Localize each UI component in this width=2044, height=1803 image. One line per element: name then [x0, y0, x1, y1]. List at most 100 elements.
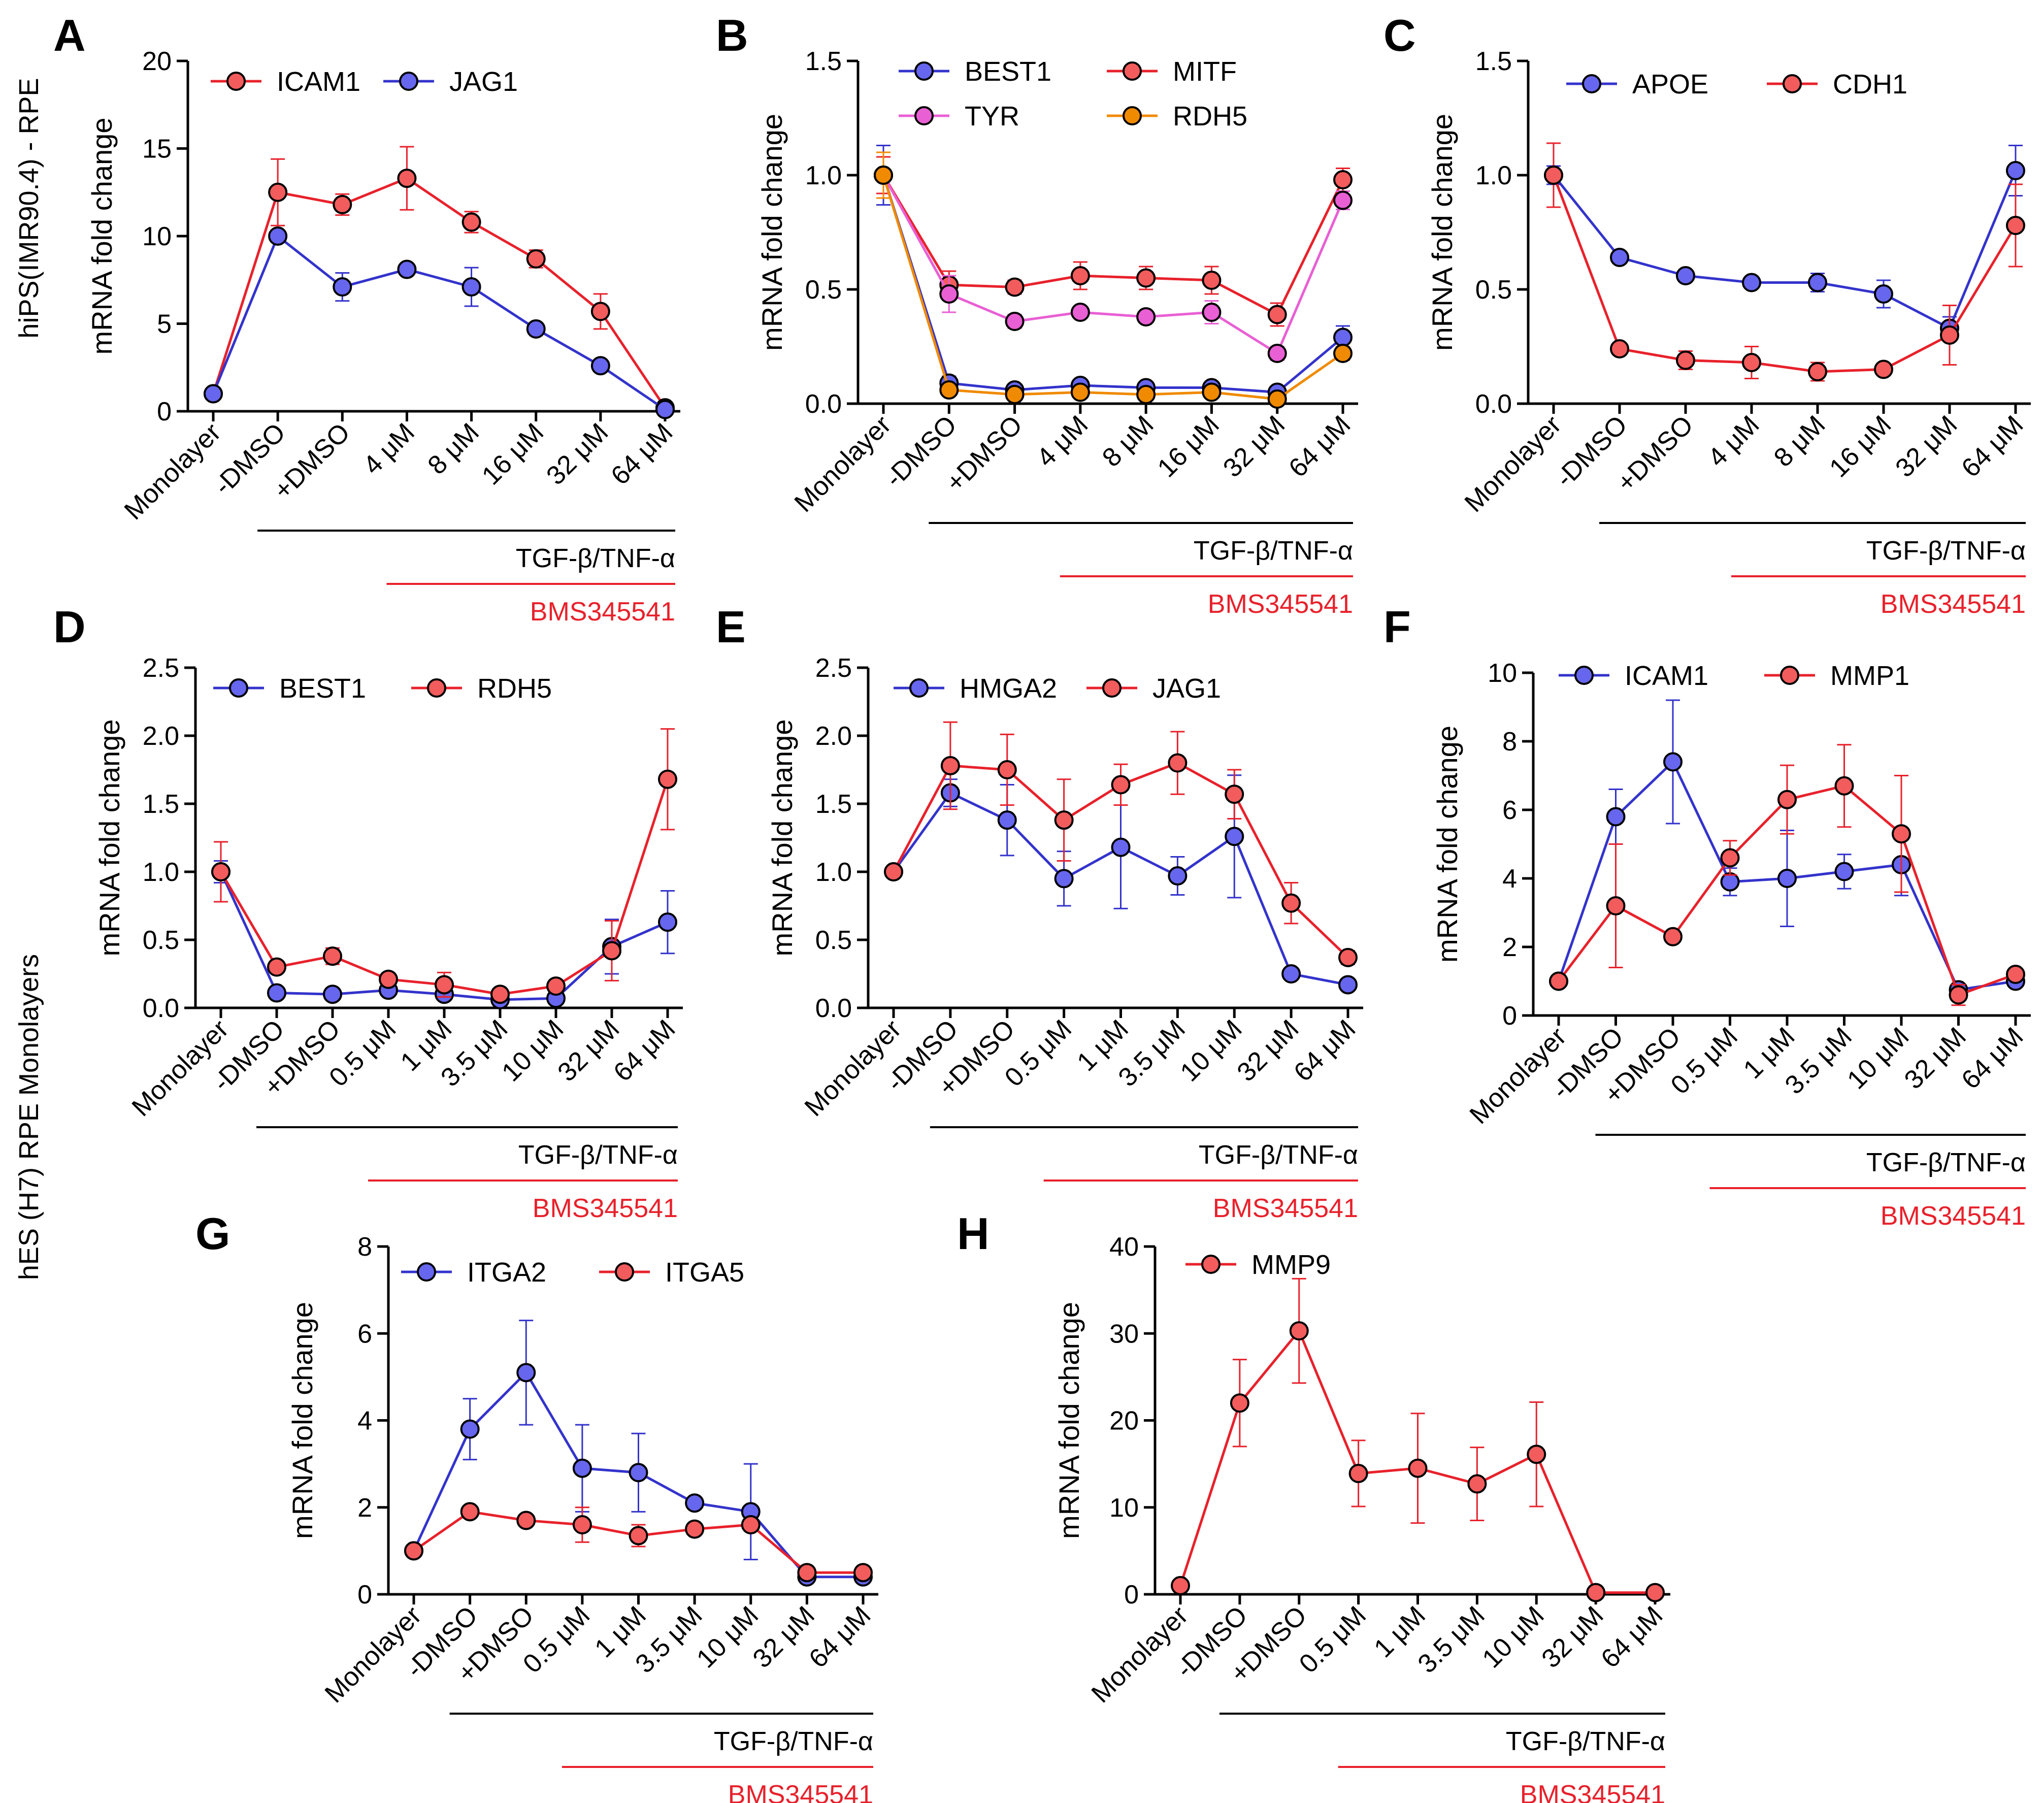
panel-e-series-hmga2-point: [1338, 975, 1358, 995]
panel-b-series-tyr-point: [1136, 307, 1156, 326]
panel-b-series-rdh5-point: [1333, 344, 1353, 363]
panel-d-series-best1-point: [658, 912, 677, 932]
panel-g-y-tick-label: 4: [357, 1406, 372, 1436]
panel-c-series-cdh1-point: [1610, 339, 1629, 358]
panel-g-y-tick-label: 8: [357, 1232, 372, 1262]
legend-marker: [417, 1262, 436, 1282]
panel-a-series-jag1-point: [655, 400, 675, 419]
panel-f-series-mmp1-point: [1949, 985, 1968, 1005]
legend-marker: [1582, 74, 1601, 93]
panel-a-legend-jag1: JAG1: [383, 67, 518, 97]
legend-marker: [399, 72, 418, 91]
panel-h-series-mmp9-point: [1348, 1463, 1368, 1483]
panel-b-x-tick-label: Monolayer: [789, 410, 897, 518]
panel-b-series-tyr-line: [882, 174, 1344, 355]
legend-label: ITGA5: [665, 1257, 744, 1288]
panel-a-series-jag1-point: [590, 356, 610, 376]
panel-h-y-tick-label: 0: [1124, 1580, 1139, 1610]
panel-e-treatment-label: TGF-β/TNF-α: [1199, 1140, 1358, 1170]
panel-b-x-tick-label: 64 μM: [1283, 410, 1357, 483]
panel-d-series-rdh5-point: [211, 862, 230, 881]
panel-a-series-icam1-line: [212, 177, 667, 409]
legend-marker: [914, 106, 934, 125]
panel-b-legend-mitf: MITF: [1107, 56, 1237, 87]
panel-b-series-rdh5-point: [1005, 385, 1025, 404]
panel-a-series-jag1-point: [268, 226, 288, 246]
panel-a-x-tick-label: 16 μM: [476, 417, 549, 490]
panel-c-drug-label: BMS345541: [1881, 589, 2026, 619]
panel-h-letter: H: [957, 1208, 990, 1259]
panel-c-y-tick-label: 1.5: [1475, 47, 1512, 76]
panel-c-series-apoe-point: [2006, 161, 2025, 180]
panel-d-y-tick-label: 2.0: [143, 722, 179, 751]
panel-g-series-itga5-point: [404, 1541, 423, 1561]
panel-e-series-hmga2-point: [1225, 827, 1244, 846]
panel-g-series-itga2-point: [685, 1493, 705, 1513]
panel-e-series-jag1-point: [1338, 947, 1358, 967]
legend-label: ITGA2: [467, 1257, 546, 1288]
legend-marker: [1201, 1255, 1221, 1274]
panel-c-legend-apoe: APOE: [1566, 69, 1708, 100]
panel-b-series-rdh5: [874, 151, 1353, 409]
panel-f-series-icam1-point: [1663, 752, 1683, 772]
panel-b-drug-label: BMS345541: [1208, 589, 1353, 619]
panel-f-series-icam1-point: [1777, 869, 1797, 888]
panel-b-series-tyr-point: [1070, 303, 1090, 322]
panel-e-series-jag1-point: [1054, 810, 1074, 830]
panel-a-series-icam1-point: [590, 302, 610, 321]
panel-h-series-mmp9: [1171, 1277, 1665, 1602]
panel-e-y-tick-label: 1.5: [815, 790, 852, 819]
panel-d-x-tick-label: 32 μM: [552, 1014, 625, 1087]
panel-g-series-itga2-point: [572, 1458, 592, 1478]
panel-b-series-rdh5-point: [1136, 385, 1156, 404]
panel-f-x-tick-label: 32 μM: [1899, 1022, 1972, 1095]
panel-b-series-mitf-line: [882, 174, 1344, 316]
panel-a-series-jag1-point: [333, 277, 352, 297]
panel-a-series-icam1-point: [268, 182, 288, 202]
panel-b-series-rdh5-point: [939, 380, 959, 400]
panel-e-y-axis-label: mRNA fold change: [766, 719, 798, 957]
panel-a-letter: A: [53, 10, 86, 60]
panel-e-y-tick-label: 2.5: [815, 653, 852, 683]
panel-f-y-tick-label: 4: [1502, 864, 1517, 894]
panel-d-series-rdh5-point: [490, 985, 510, 1004]
panel-d-series-rdh5: [211, 728, 677, 1004]
panel-g-series-itga5-point: [516, 1511, 536, 1530]
panel-f-y-tick-label: 2: [1502, 933, 1517, 962]
panel-b-series-tyr: [874, 151, 1353, 363]
panel-d-y-tick-label: 0.0: [143, 994, 179, 1023]
panel-b-series-mitf-point: [1333, 170, 1353, 189]
panel-f-series-icam1-point: [1606, 807, 1626, 827]
panel-a-x-tick-label: 4 μM: [357, 417, 420, 480]
panel-h-y-tick-label: 30: [1109, 1319, 1139, 1349]
panel-b-series-rdh5-line: [882, 175, 1344, 401]
legend-label: MITF: [1173, 56, 1237, 87]
panel-b-series-tyr-point: [1005, 312, 1025, 331]
panel-e-series-jag1-point: [997, 760, 1017, 779]
panel-e-x-tick-label: 32 μM: [1232, 1014, 1305, 1087]
panel-h-series-mmp9-point: [1645, 1583, 1665, 1602]
panel-f-series-mmp1-point: [2006, 965, 2025, 984]
panel-a-series-jag1-point: [204, 384, 223, 404]
panel-b-series-mitf-point: [1005, 277, 1025, 297]
panel-c-series-cdh1-point: [1874, 359, 1893, 379]
panel-a-x-tick-label: 32 μM: [541, 417, 614, 490]
panel-h-treatment-label: TGF-β/TNF-α: [1506, 1727, 1665, 1756]
panel-d-y-tick-label: 1.5: [143, 790, 179, 819]
panel-b-y-tick-label: 1.5: [805, 47, 842, 76]
legend-label: ICAM1: [1625, 661, 1708, 691]
panel-h-y-axis-label: mRNA fold change: [1053, 1302, 1085, 1539]
panel-g-y-tick-label: 0: [357, 1580, 372, 1610]
panel-h-legend-mmp9: MMP9: [1185, 1250, 1331, 1280]
panel-e-series-jag1: [884, 721, 1358, 967]
panel-f-legend-mmp1: MMP1: [1764, 661, 1909, 691]
panel-g-series-itga5-point: [572, 1515, 592, 1534]
panel-b-x-tick-label: 8 μM: [1097, 410, 1160, 473]
panel-c-series-cdh1: [1544, 142, 2025, 382]
panel-h-x-tick-label: 64 μM: [1596, 1600, 1669, 1674]
panel-b-x-tick-label: 16 μM: [1152, 410, 1225, 483]
